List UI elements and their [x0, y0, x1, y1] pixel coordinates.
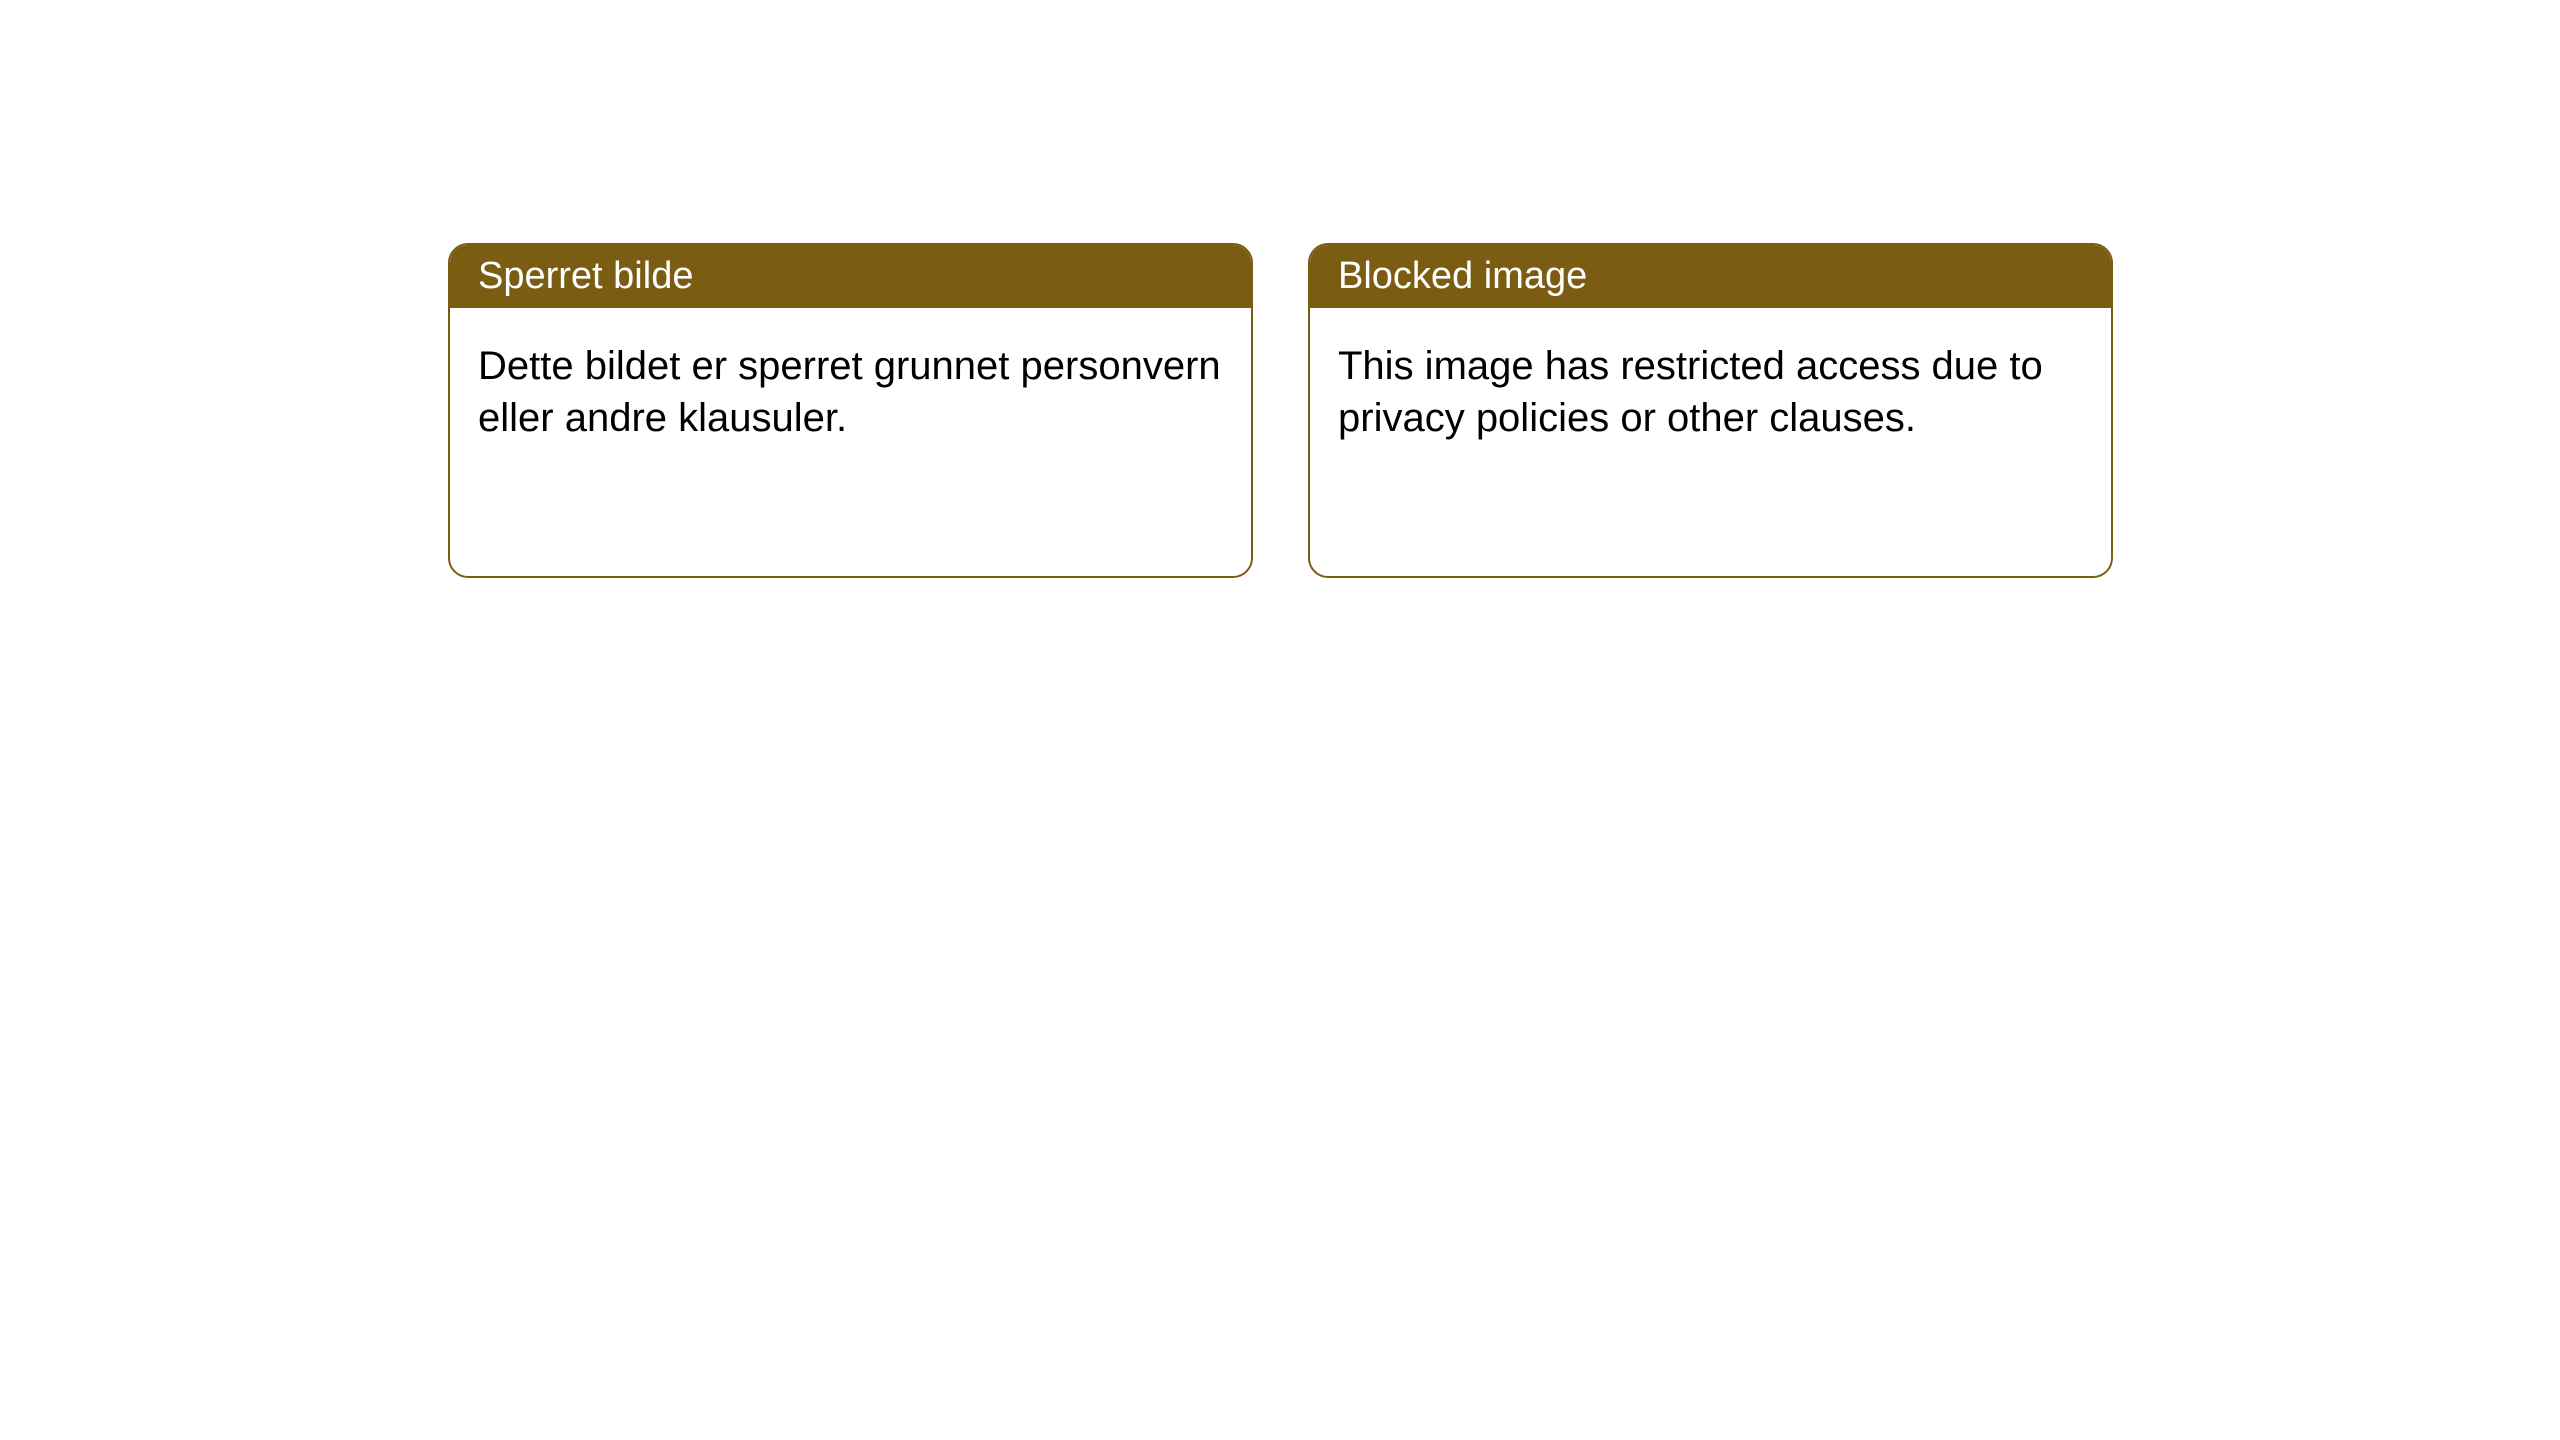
notice-container: Sperret bilde Dette bildet er sperret gr… — [448, 243, 2113, 578]
notice-header-norwegian: Sperret bilde — [450, 245, 1251, 308]
notice-body-norwegian: Dette bildet er sperret grunnet personve… — [450, 308, 1251, 476]
notice-card-norwegian: Sperret bilde Dette bildet er sperret gr… — [448, 243, 1253, 578]
notice-title-norwegian: Sperret bilde — [478, 255, 693, 297]
notice-text-english: This image has restricted access due to … — [1338, 344, 2043, 440]
notice-body-english: This image has restricted access due to … — [1310, 308, 2111, 476]
notice-card-english: Blocked image This image has restricted … — [1308, 243, 2113, 578]
notice-title-english: Blocked image — [1338, 255, 1587, 297]
notice-text-norwegian: Dette bildet er sperret grunnet personve… — [478, 344, 1221, 440]
notice-header-english: Blocked image — [1310, 245, 2111, 308]
